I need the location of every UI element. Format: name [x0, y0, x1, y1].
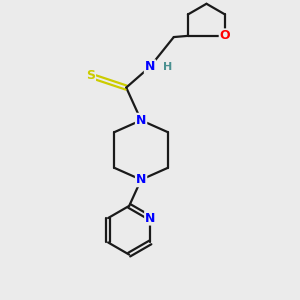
Text: H: H: [163, 62, 172, 72]
Text: O: O: [220, 29, 230, 42]
Text: N: N: [136, 114, 146, 127]
Text: N: N: [145, 212, 155, 225]
Text: N: N: [145, 60, 155, 73]
Text: S: S: [86, 69, 95, 82]
Text: N: N: [136, 173, 146, 186]
